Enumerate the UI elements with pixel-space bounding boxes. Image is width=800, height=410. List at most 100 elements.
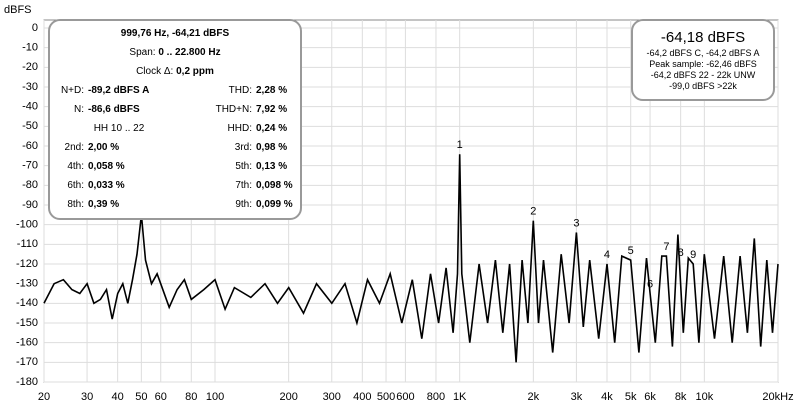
y-tick-label: -170 (16, 356, 38, 368)
metric-label: N: (74, 104, 84, 115)
span-line: Span: 0 .. 22.800 Hz (50, 43, 300, 62)
y-tick-label: -20 (22, 61, 38, 73)
metric-row: N: -86,6 dBFS THD+N: 7,92 % (50, 100, 300, 119)
y-tick-label: -120 (16, 258, 38, 270)
level-line: -64,2 dBFS 22 - 22k UNW (650, 70, 756, 80)
y-tick-label: -80 (22, 179, 38, 191)
level-line: Peak sample: -62,46 dBFS (649, 59, 757, 69)
y-tick-label: 0 (32, 22, 38, 34)
x-tick-label: 2k (528, 391, 540, 403)
info-header: 999,76 Hz, -64,21 dBFS (120, 28, 230, 39)
metric-row: N+D: -89,2 dBFS A THD: 2,28 % (50, 81, 300, 100)
y-tick-label: -130 (16, 278, 38, 290)
y-tick-label: -150 (16, 317, 38, 329)
info-panel: 999,76 Hz, -64,21 dBFS Span: 0 .. 22.800… (48, 19, 302, 220)
harmonic-label: 8 (678, 247, 684, 259)
x-tick-label: 4k (601, 391, 613, 403)
spectrum-line (43, 154, 779, 363)
metric-value: 0,98 % (256, 142, 288, 153)
harmonic-label: 1 (457, 139, 463, 151)
x-tick-label: 20kHz (762, 391, 793, 403)
metric-label: 9th: (235, 199, 252, 210)
x-tick-label: 500 (377, 391, 395, 403)
level-title: -64,18 dBFS (660, 29, 746, 46)
y-tick-label: -110 (17, 238, 38, 250)
level-line: -64,2 dBFS C, -64,2 dBFS A (646, 48, 760, 58)
x-tick-label: 3k (571, 391, 583, 403)
metric-value: 7,92 % (256, 104, 288, 115)
span-value: 0 .. 22.800 Hz (158, 47, 221, 58)
metric-value: 0,033 % (88, 180, 125, 191)
x-tick-label: 300 (323, 391, 341, 403)
level-panel: -64,18 dBFS -64,2 dBFS C, -64,2 dBFS A Pe… (631, 19, 775, 101)
y-tick-label: -40 (22, 101, 38, 113)
metric-value: 2,00 % (88, 142, 120, 153)
metric-value: 2,28 % (256, 85, 288, 96)
metric-value: 0,39 % (88, 199, 120, 210)
metric-value: 0,098 % (256, 180, 293, 191)
metric-label: THD: (228, 85, 252, 96)
metrics: N+D: -89,2 dBFS A THD: 2,28 % N: -86,6 dBFS TH… (50, 81, 300, 214)
x-tick-label: 8k (675, 391, 687, 403)
y-tick-label: -60 (22, 140, 38, 152)
y-tick-label: -50 (22, 120, 38, 132)
harmonic-label: 7 (663, 241, 669, 253)
harmonic-label: 6 (647, 278, 653, 290)
metric-value: 0,099 % (256, 199, 293, 210)
level-line: -99,0 dBFS >22k (669, 81, 737, 91)
metric-row: 6th: 0,033 % 7th: 0,098 % (50, 176, 300, 195)
harmonic-label: 3 (573, 217, 579, 229)
y-tick-label: -30 (22, 81, 38, 93)
y-axis-label: dBFS (4, 4, 32, 16)
metric-label: 2nd: (64, 142, 84, 153)
x-tick-label: 400 (353, 391, 371, 403)
metric-value: -89,2 dBFS A (88, 85, 150, 96)
x-tick-label: 50 (135, 391, 147, 403)
metric-label: THD+N: (215, 104, 252, 115)
metric-label: N+D: (60, 85, 84, 96)
metric-label: HHD: (227, 123, 252, 134)
clock-value: 0,2 ppm (176, 66, 214, 77)
metric-label: 8th: (67, 199, 84, 210)
y-tick-label: -180 (16, 376, 38, 388)
y-tick-label: -140 (16, 297, 38, 309)
clock-label: Clock Δ: (136, 66, 174, 77)
metric-label: 4th: (67, 161, 84, 172)
metric-value: 0,24 % (256, 123, 288, 134)
x-tick-label: 60 (155, 391, 167, 403)
metric-label: 5th: (235, 161, 252, 172)
x-tick-label: 1K (453, 391, 467, 403)
metric-label: 3rd: (234, 142, 252, 153)
x-tick-label: 200 (279, 391, 297, 403)
x-tick-label: 800 (427, 391, 445, 403)
clock-line: Clock Δ: 0,2 ppm (50, 62, 300, 81)
x-tick-label: 6k (644, 391, 656, 403)
level-lines: -64,2 dBFS C, -64,2 dBFS A Peak sample: -… (633, 48, 773, 92)
span-label: Span: (129, 47, 156, 58)
y-tick-label: -90 (22, 199, 38, 211)
y-tick-label: -160 (16, 337, 38, 349)
harmonic-label: 2 (530, 206, 536, 218)
x-tick-label: 5k (625, 391, 637, 403)
metric-label: 7th: (235, 180, 252, 191)
harmonic-label: 5 (628, 245, 634, 257)
metric-value: -86,6 dBFS (88, 104, 140, 115)
x-tick-label: 600 (396, 391, 414, 403)
x-tick-label: 30 (81, 391, 93, 403)
x-tick-label: 10k (695, 391, 713, 403)
metric-row: 8th: 0,39 % 9th: 0,099 % (50, 195, 300, 214)
harmonic-label: 9 (690, 249, 696, 261)
metric-row: 4th: 0,058 % 5th: 0,13 % (50, 157, 300, 176)
metric-label: 6th: (67, 180, 84, 191)
harmonic-label: 4 (604, 249, 610, 261)
x-tick-label: 80 (185, 391, 197, 403)
x-tick-label: 100 (206, 391, 224, 403)
metric-row: 2nd: 2,00 % 3rd: 0,98 % (50, 138, 300, 157)
x-tick-label: 20 (38, 391, 50, 403)
y-tick-label: -10 (22, 42, 38, 54)
y-tick-label: -70 (22, 160, 38, 172)
metric-value: 0,13 % (256, 161, 288, 172)
metric-row: HH 10 .. 22 HHD: 0,24 % (50, 119, 300, 138)
metric-value: 0,058 % (88, 161, 125, 172)
